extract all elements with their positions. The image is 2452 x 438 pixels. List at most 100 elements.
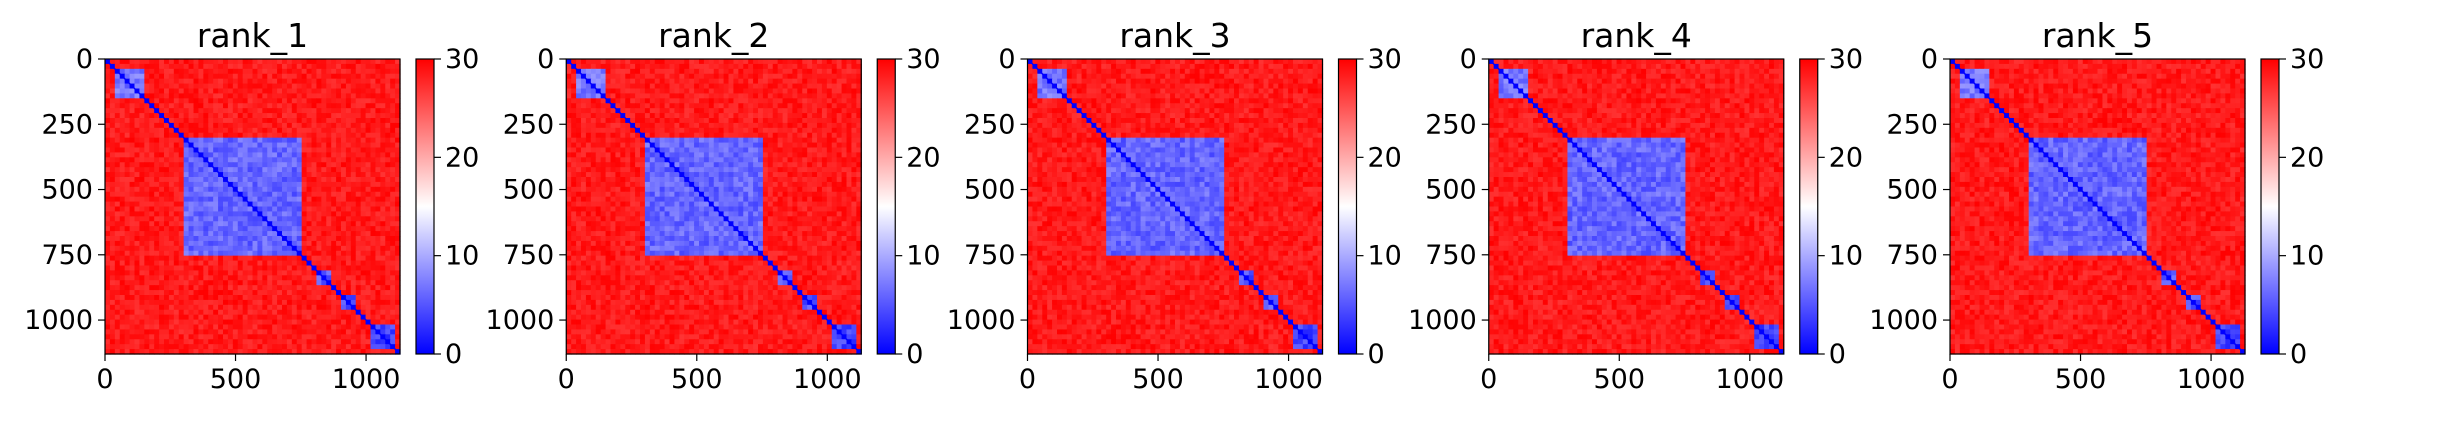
- heatmap-cell: [684, 142, 690, 149]
- heatmap-cell: [360, 265, 367, 272]
- heatmap-cell: [173, 59, 180, 65]
- heatmap-cell: [355, 334, 362, 340]
- heatmap-cell: [198, 314, 204, 321]
- heatmap-cell: [282, 329, 288, 335]
- heatmap-cell: [178, 59, 185, 65]
- heatmap-cell: [139, 236, 145, 242]
- heatmap-cell: [797, 118, 803, 124]
- heatmap-cell: [782, 98, 789, 104]
- heatmap-cell: [743, 93, 749, 99]
- heatmap-cell: [159, 260, 165, 267]
- heatmap-cell: [227, 226, 234, 232]
- heatmap-cell: [144, 226, 150, 232]
- heatmap-cell: [610, 162, 617, 168]
- heatmap-cell: [282, 68, 288, 75]
- heatmap-cell: [277, 309, 283, 316]
- heatmap-cell: [286, 152, 293, 158]
- heatmap-cell: [193, 339, 200, 345]
- heatmap-cell: [365, 137, 372, 144]
- heatmap-cell: [203, 324, 209, 331]
- heatmap-cell: [291, 93, 298, 99]
- heatmap-cell: [345, 285, 352, 291]
- heatmap-cell: [380, 236, 386, 242]
- heatmap-cell: [208, 290, 214, 296]
- heatmap-cell: [679, 108, 685, 114]
- heatmap-cell: [198, 132, 204, 139]
- heatmap-cell: [257, 329, 263, 335]
- heatmap-cell: [644, 103, 651, 109]
- heatmap-cell: [390, 181, 396, 188]
- heatmap-cell: [159, 93, 165, 99]
- heatmap-cell: [581, 122, 587, 129]
- heatmap-cell: [301, 93, 308, 99]
- heatmap-cell: [395, 304, 401, 311]
- heatmap-cell: [252, 196, 259, 203]
- heatmap-cell: [114, 211, 121, 217]
- heatmap-cell: [154, 88, 160, 95]
- heatmap-cell: [748, 59, 754, 65]
- heatmap-cell: [105, 304, 111, 311]
- heatmap-cell: [718, 83, 725, 90]
- heatmap-cell: [286, 324, 293, 331]
- heatmap-cell: [345, 167, 352, 173]
- heatmap-cell: [772, 167, 779, 173]
- heatmap-cell: [109, 231, 116, 237]
- heatmap-cell: [321, 108, 327, 114]
- heatmap-cell: [345, 157, 352, 163]
- heatmap-cell: [247, 98, 254, 104]
- heatmap-cell: [385, 196, 391, 203]
- heatmap-cell: [119, 304, 126, 311]
- heatmap-cell: [669, 98, 676, 104]
- heatmap-cell: [237, 290, 244, 296]
- heatmap-cell: [144, 349, 150, 355]
- heatmap-cell: [380, 270, 386, 276]
- heatmap-cell: [178, 127, 185, 134]
- heatmap-cell: [605, 78, 612, 85]
- heatmap-cell: [336, 304, 342, 311]
- heatmap-cell: [802, 93, 808, 99]
- heatmap-cell: [282, 137, 288, 144]
- heatmap-cell: [227, 162, 234, 168]
- heatmap-cell: [674, 132, 680, 139]
- heatmap-cell: [390, 172, 396, 178]
- heatmap-cell: [390, 349, 396, 355]
- heatmap-cell: [178, 196, 185, 203]
- heatmap-cell: [227, 319, 234, 326]
- heatmap-cell: [139, 250, 145, 257]
- heatmap-cell: [595, 93, 602, 99]
- heatmap-cell: [257, 132, 263, 139]
- heatmap-cell: [198, 113, 204, 119]
- heatmap-cell: [237, 167, 244, 173]
- heatmap-cell: [380, 231, 386, 237]
- heatmap-cell: [164, 314, 170, 321]
- heatmap-cell: [301, 167, 308, 173]
- heatmap-cell: [203, 83, 209, 90]
- heatmap-cell: [743, 98, 749, 104]
- heatmap-cell: [109, 68, 116, 75]
- heatmap-cell: [257, 216, 263, 222]
- heatmap-cell: [585, 113, 592, 119]
- heatmap-cell: [817, 108, 823, 114]
- heatmap-cell: [669, 113, 676, 119]
- heatmap-cell: [188, 157, 195, 163]
- heatmap-cell: [674, 137, 680, 144]
- heatmap-cell: [625, 68, 631, 75]
- heatmap-cell: [232, 152, 239, 158]
- heatmap-cell: [178, 172, 185, 178]
- heatmap-cell: [748, 132, 754, 139]
- heatmap-cell: [316, 181, 322, 188]
- heatmap-cell: [341, 177, 347, 183]
- heatmap-cell: [684, 98, 690, 104]
- heatmap-cell: [694, 142, 700, 149]
- heatmap-cell: [227, 122, 234, 129]
- heatmap-cell: [218, 142, 224, 149]
- heatmap-cell: [232, 172, 239, 178]
- heatmap-cell: [291, 231, 298, 237]
- heatmap-cell: [321, 206, 327, 213]
- heatmap-cell: [360, 113, 367, 119]
- heatmap-cell: [223, 68, 229, 75]
- heatmap-cell: [341, 275, 347, 281]
- heatmap-cell: [208, 186, 214, 193]
- heatmap-cell: [576, 59, 582, 65]
- heatmap-cell: [365, 181, 372, 188]
